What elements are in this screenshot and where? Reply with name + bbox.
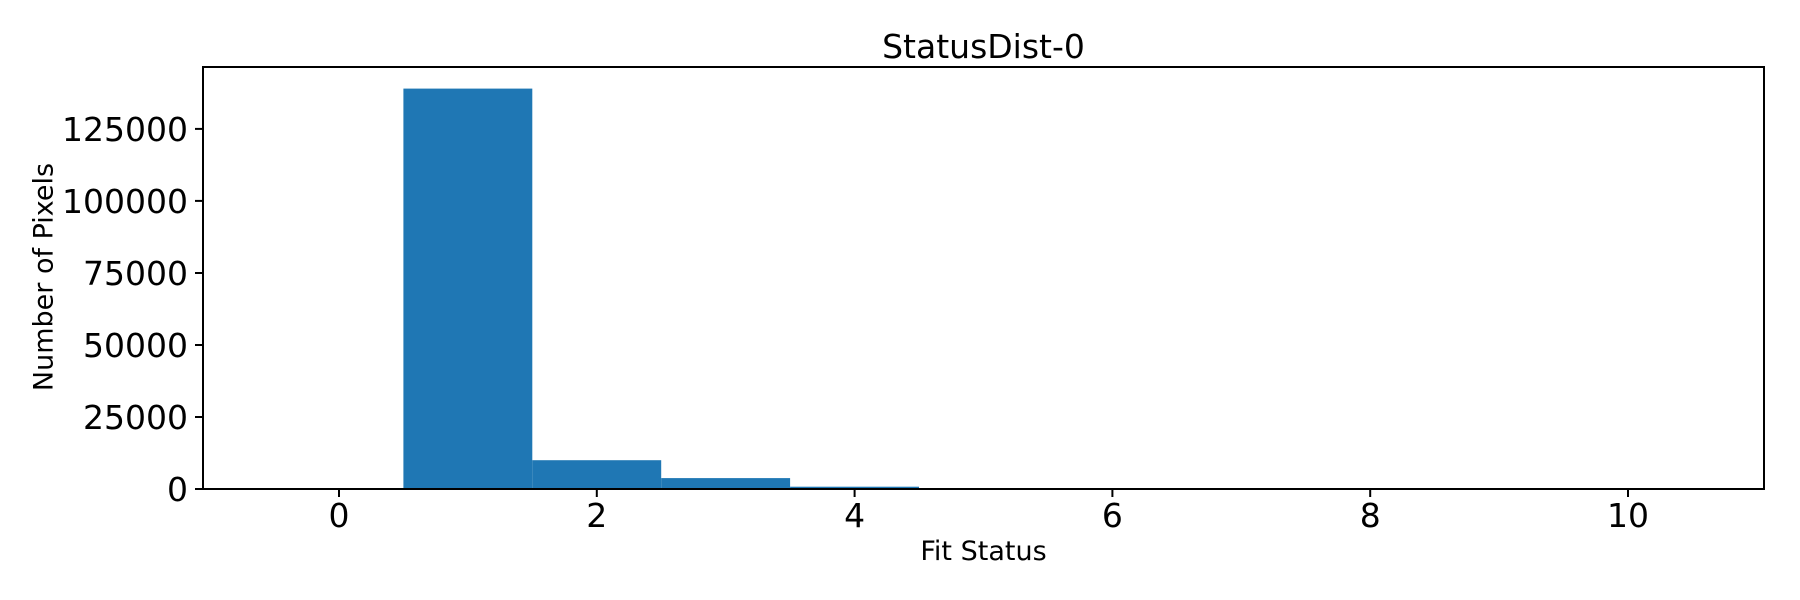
y-tick-label: 75000 (83, 254, 188, 293)
y-tick-label: 125000 (62, 110, 188, 149)
x-tick-label: 4 (844, 496, 865, 535)
histogram-bar (661, 478, 791, 489)
x-tick-label: 0 (329, 496, 350, 535)
x-tick-label: 8 (1360, 496, 1381, 535)
y-tick-label: 100000 (62, 182, 188, 221)
y-tick-label: 25000 (83, 398, 188, 437)
chart-title: StatusDist-0 (882, 27, 1085, 66)
y-tick-label: 50000 (83, 326, 188, 365)
x-axis-label: Fit Status (920, 536, 1047, 567)
histogram-bar (403, 88, 533, 489)
x-tick-label: 6 (1102, 496, 1123, 535)
plot-border (202, 66, 1765, 490)
histogram-bar (532, 460, 662, 489)
y-tick-label: 0 (167, 470, 188, 509)
histogram-bar (790, 486, 919, 489)
x-tick-label: 10 (1607, 496, 1649, 535)
x-tick-label: 2 (586, 496, 607, 535)
